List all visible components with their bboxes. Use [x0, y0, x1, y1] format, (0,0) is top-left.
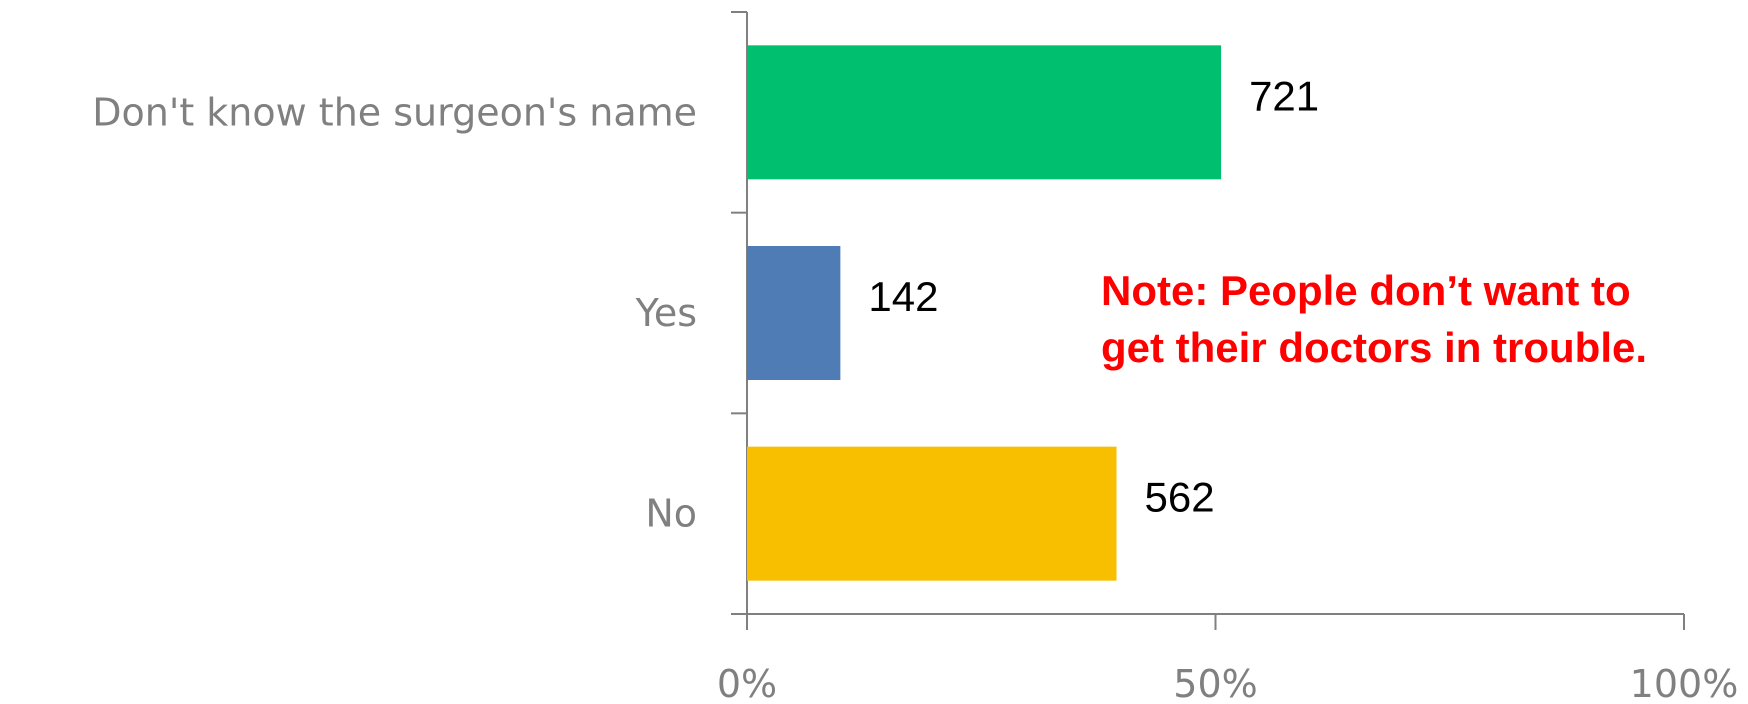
annotation-line-2: get their doctors in trouble. — [1101, 324, 1648, 371]
category-label: No — [645, 492, 697, 536]
category-label: Don't know the surgeon's name — [92, 90, 697, 134]
x-tick-label: 100% — [1630, 662, 1739, 704]
bar — [747, 246, 841, 380]
data-label: 721 — [1249, 72, 1319, 119]
chart-bars — [747, 45, 1222, 581]
chart-labels: 0% 50% 100% Don't know the surgeon's name 72… — [92, 72, 1738, 704]
bar — [747, 446, 1117, 581]
data-label: 142 — [868, 273, 938, 320]
annotation-line-1: Note: People don’t want to — [1101, 267, 1631, 314]
data-label: 562 — [1145, 474, 1215, 521]
chart-annotation: Note: People don’t want to get their doc… — [1101, 262, 1741, 376]
category-label: Yes — [635, 291, 697, 335]
bar — [747, 45, 1222, 180]
x-tick-label: 50% — [1173, 662, 1257, 704]
x-tick-label: 0% — [717, 662, 777, 704]
